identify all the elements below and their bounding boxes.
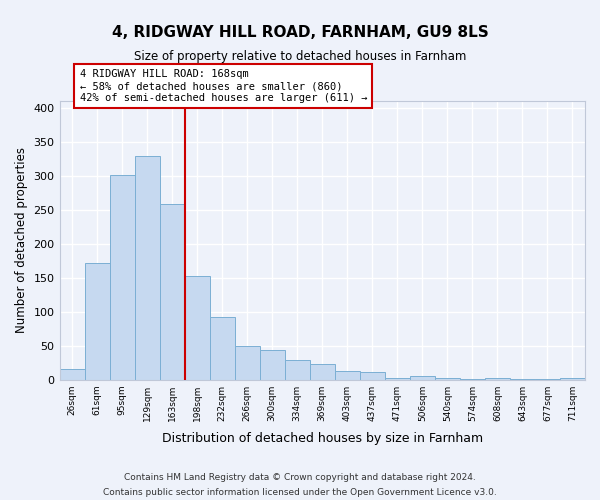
Bar xyxy=(560,378,585,380)
Text: Contains HM Land Registry data © Crown copyright and database right 2024.: Contains HM Land Registry data © Crown c… xyxy=(124,473,476,482)
Bar xyxy=(260,350,285,380)
Bar xyxy=(360,372,385,380)
Bar xyxy=(385,378,410,380)
Bar xyxy=(510,379,535,380)
Bar xyxy=(160,204,185,380)
Text: 4 RIDGWAY HILL ROAD: 168sqm
← 58% of detached houses are smaller (860)
42% of se: 4 RIDGWAY HILL ROAD: 168sqm ← 58% of det… xyxy=(80,70,367,102)
Bar xyxy=(285,360,310,380)
Text: Contains public sector information licensed under the Open Government Licence v3: Contains public sector information licen… xyxy=(103,488,497,497)
Bar xyxy=(410,376,435,380)
Bar xyxy=(335,371,360,380)
Y-axis label: Number of detached properties: Number of detached properties xyxy=(15,148,28,334)
Text: 4, RIDGWAY HILL ROAD, FARNHAM, GU9 8LS: 4, RIDGWAY HILL ROAD, FARNHAM, GU9 8LS xyxy=(112,25,488,40)
Bar xyxy=(460,379,485,380)
Bar xyxy=(310,364,335,380)
Bar xyxy=(110,176,134,380)
Bar xyxy=(185,276,209,380)
Text: Size of property relative to detached houses in Farnham: Size of property relative to detached ho… xyxy=(134,50,466,63)
X-axis label: Distribution of detached houses by size in Farnham: Distribution of detached houses by size … xyxy=(162,432,483,445)
Bar xyxy=(85,263,110,380)
Bar xyxy=(435,378,460,380)
Bar xyxy=(134,156,160,380)
Bar xyxy=(485,378,510,380)
Bar xyxy=(59,370,85,380)
Bar xyxy=(209,317,235,380)
Bar xyxy=(235,346,260,380)
Bar xyxy=(535,379,560,380)
